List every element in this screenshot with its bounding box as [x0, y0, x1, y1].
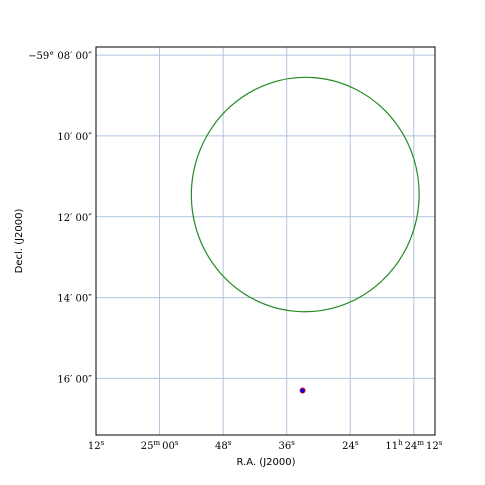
- y-tick-label: −59° 08′ 00″: [28, 51, 92, 62]
- x-tick-label: 48s: [215, 439, 232, 452]
- x-tick-label: 11h 24m 12s: [385, 439, 442, 452]
- plot-background: [96, 47, 435, 435]
- x-tick-label: 12s: [88, 439, 105, 452]
- y-tick-label: 12′ 00″: [57, 213, 92, 224]
- y-axis-label: Decl. (J2000): [14, 209, 25, 274]
- region-ellipse: [190, 76, 420, 313]
- data-layer: [190, 76, 420, 394]
- x-tick-labels: 12s 25m 00s 48s 36s 24s 11h 24m 12s: [88, 439, 443, 452]
- plot-frame: [95, 46, 436, 436]
- x-tick-label: 24s: [342, 439, 359, 452]
- grid-y: [96, 54, 435, 379]
- y-tick-label: 14′ 00″: [57, 294, 92, 305]
- x-tick-label: 36s: [279, 439, 296, 452]
- y-tick-label: 16′ 00″: [57, 374, 92, 385]
- y-tick-label: 10′ 00″: [57, 132, 92, 143]
- y-tick-labels: −59° 08′ 00″ 10′ 00″ 12′ 00″ 14′ 00″ 16′ 00″: [28, 51, 92, 385]
- x-axis-label: R.A. (J2000): [237, 457, 296, 468]
- source-point: [299, 387, 306, 394]
- x-tick-label: 25m 00s: [141, 439, 179, 452]
